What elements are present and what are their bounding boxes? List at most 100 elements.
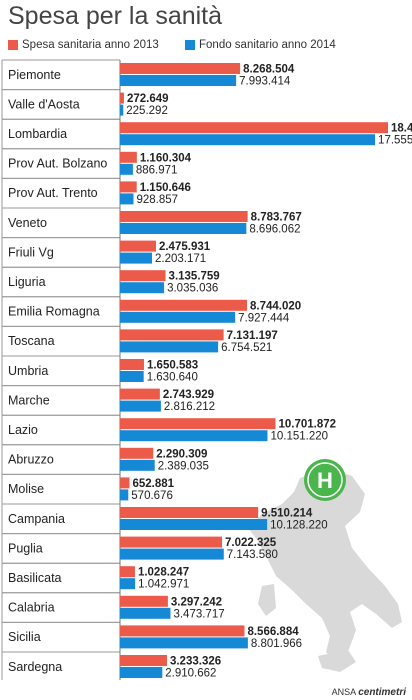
category-labels: Piemonte Valle d'Aosta Lombardia Prov Aut. … <box>8 68 107 674</box>
value-label-2013: 272.649 <box>127 93 169 105</box>
value-label-2013: 8.268.504 <box>243 64 295 76</box>
value-label-2013: 8.783.767 <box>251 212 302 224</box>
value-label-2013: 2.475.931 <box>159 241 211 253</box>
row-grid <box>1 59 121 680</box>
category-label: Friuli Vg <box>8 245 54 259</box>
value-label-2014: 2.203.171 <box>155 253 206 265</box>
source-credit: ANSA centimetri <box>332 687 406 698</box>
bar-2014 <box>120 252 153 264</box>
category-label: Molise <box>8 482 44 496</box>
value-label-2014: 10.128.220 <box>270 520 328 532</box>
legend-label-2014: Fondo sanitario anno 2014 <box>199 39 336 51</box>
bar-2013 <box>120 359 144 370</box>
value-label-2014: 17.555.543 <box>378 135 412 147</box>
category-label: Liguria <box>8 275 46 289</box>
bar-2013 <box>120 122 388 134</box>
bar-2014 <box>120 578 136 590</box>
value-label-2014: 8.801.966 <box>251 638 302 650</box>
bar-2013 <box>120 211 248 222</box>
value-label-2013: 2.290.309 <box>156 448 207 460</box>
category-label: Umbria <box>8 364 48 378</box>
sardinia-map <box>258 584 276 616</box>
bar-2014 <box>120 459 155 471</box>
value-label-2014: 928.857 <box>136 194 178 206</box>
value-label-2014: 3.473.717 <box>173 608 224 620</box>
bar-2014 <box>120 519 268 530</box>
bar-2014 <box>120 163 133 175</box>
category-label: Campania <box>8 512 65 526</box>
value-label-2014: 570.676 <box>131 490 173 502</box>
legend-item-2014: Fondo sanitario anno 2014 <box>185 38 336 52</box>
bar-chart: Piemonte Valle d'Aosta Lombardia Prov Aut. … <box>1 59 412 680</box>
category-label: Calabria <box>8 601 55 615</box>
bar-2014 <box>120 282 165 294</box>
value-label-2013: 2.743.929 <box>163 389 214 401</box>
value-label-2014: 3.035.036 <box>167 283 218 295</box>
value-label-2014: 7.143.580 <box>227 549 278 561</box>
value-label-2014: 2.389.035 <box>158 460 209 472</box>
category-label: Prov Aut. Trento <box>8 186 98 200</box>
category-label: Sardegna <box>8 660 62 674</box>
bar-2013 <box>120 418 276 430</box>
value-label-2014: 2.816.212 <box>164 401 215 413</box>
bar-2014 <box>120 548 224 560</box>
bar-2013 <box>120 299 248 311</box>
value-label-2013: 18.446.212 <box>391 123 412 135</box>
bar-2014 <box>120 489 129 501</box>
bar-2014 <box>120 104 124 116</box>
category-label: Puglia <box>8 541 43 555</box>
bar-2013 <box>120 625 245 637</box>
italy-map-silhouette <box>248 468 402 672</box>
value-label-2013: 1.650.583 <box>147 360 198 372</box>
value-label-2014: 2.910.662 <box>165 668 216 680</box>
value-label-2013: 8.744.020 <box>250 300 301 312</box>
category-label: Piemonte <box>8 68 61 82</box>
value-label-2013: 3.135.759 <box>169 271 220 283</box>
category-label: Basilicata <box>8 571 62 585</box>
category-label: Veneto <box>8 216 47 230</box>
value-label-2014: 1.630.640 <box>147 372 198 384</box>
value-label-2013: 1.150.646 <box>140 182 191 194</box>
category-label: Lombardia <box>8 127 67 141</box>
value-label-2013: 9.510.214 <box>261 508 313 520</box>
legend-swatch-2014 <box>185 40 195 50</box>
category-label: Abruzzo <box>8 453 54 467</box>
bar-2014 <box>120 341 219 353</box>
bar-2013 <box>120 595 168 607</box>
category-label: Emilia Romagna <box>8 305 100 319</box>
category-label: Sicilia <box>8 630 41 644</box>
bar-2013 <box>120 388 160 400</box>
source-ansa: ANSA <box>331 687 356 697</box>
bar-2013 <box>120 240 156 252</box>
value-label-2014: 225.292 <box>126 105 168 117</box>
category-label: Toscana <box>8 334 55 348</box>
hospital-icon-letter: H <box>317 468 333 493</box>
value-label-2013: 1.160.304 <box>140 152 192 164</box>
value-label-2014: 1.042.971 <box>138 579 189 591</box>
value-label-2014: 7.993.414 <box>239 76 291 88</box>
value-label-2013: 7.131.197 <box>227 330 278 342</box>
value-label-2013: 652.881 <box>132 478 174 490</box>
bar-2014 <box>120 371 144 382</box>
category-label: Valle d'Aosta <box>8 97 80 111</box>
bar-2013 <box>120 655 167 666</box>
legend-item-2013: Spesa sanitaria anno 2013 <box>8 38 159 52</box>
bar-2014 <box>120 134 376 146</box>
value-label-2013: 7.022.325 <box>225 537 277 549</box>
bar-2013 <box>120 151 137 163</box>
hospital-icon <box>304 459 346 501</box>
bar-2014 <box>120 400 161 412</box>
hospital-icon-ring <box>307 462 343 498</box>
category-label: Marche <box>8 393 50 407</box>
bar-2014 <box>120 637 248 649</box>
bar-2014 <box>120 667 163 678</box>
value-label-2014: 6.754.521 <box>221 342 272 354</box>
value-label-2014: 8.696.062 <box>249 224 300 236</box>
bar-2014 <box>120 311 236 323</box>
legend-label-2013: Spesa sanitaria anno 2013 <box>22 39 159 51</box>
bar-2013 <box>120 181 137 193</box>
bar-2014 <box>120 607 171 619</box>
bar-2013 <box>120 536 223 548</box>
value-label-2013: 1.028.247 <box>138 567 189 579</box>
